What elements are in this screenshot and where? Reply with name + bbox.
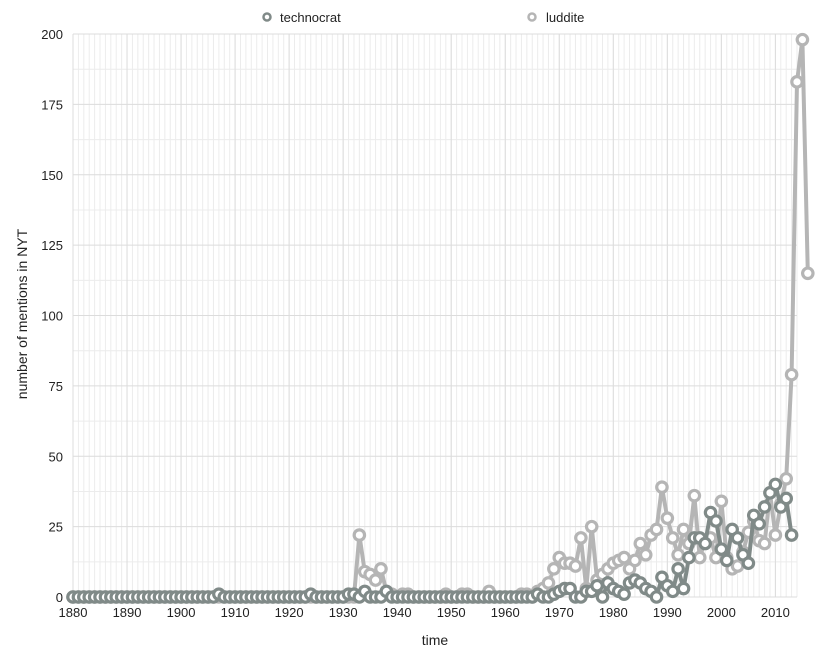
data-point-luddite xyxy=(790,75,804,89)
data-point-technocrat xyxy=(709,514,723,528)
x-tick-label: 2000 xyxy=(707,605,736,620)
x-tick-label: 1970 xyxy=(545,605,574,620)
x-tick-label: 1920 xyxy=(275,605,304,620)
y-tick-label: 125 xyxy=(41,238,63,253)
legend-label-technocrat: technocrat xyxy=(280,10,341,25)
data-point-technocrat xyxy=(730,531,745,545)
series-technocrat xyxy=(66,477,799,604)
data-point-luddite xyxy=(692,550,707,565)
data-point-luddite xyxy=(574,531,588,545)
data-point-luddite xyxy=(633,536,648,551)
data-point-luddite xyxy=(671,547,685,562)
y-tick-label: 175 xyxy=(41,97,63,112)
data-point-luddite xyxy=(628,553,642,568)
data-point-technocrat xyxy=(719,553,734,568)
y-tick-label: 75 xyxy=(49,379,63,394)
legend-label-luddite: luddite xyxy=(546,10,584,25)
series-layer xyxy=(66,32,815,604)
x-tick-label: 1950 xyxy=(437,605,466,620)
x-tick-label: 1990 xyxy=(653,605,682,620)
y-tick-label: 150 xyxy=(41,168,63,183)
x-tick-label: 1960 xyxy=(491,605,520,620)
data-point-technocrat xyxy=(698,536,712,551)
data-point-technocrat xyxy=(757,500,772,514)
data-point-luddite xyxy=(368,573,383,587)
y-tick-label: 0 xyxy=(56,590,63,605)
data-point-technocrat xyxy=(779,491,793,506)
data-point-technocrat xyxy=(714,542,729,556)
data-point-technocrat xyxy=(649,590,664,604)
data-point-luddite xyxy=(584,519,599,534)
data-point-technocrat xyxy=(676,581,691,596)
data-point-luddite xyxy=(638,547,653,562)
x-tick-label: 1910 xyxy=(221,605,250,620)
x-tick-label: 1980 xyxy=(599,605,628,620)
data-point-technocrat xyxy=(768,477,783,492)
y-tick-label: 50 xyxy=(49,449,63,464)
y-tick-label: 200 xyxy=(41,27,63,42)
data-point-technocrat xyxy=(665,584,680,599)
x-tick-label: 1900 xyxy=(167,605,196,620)
data-point-technocrat xyxy=(590,578,604,593)
data-point-luddite xyxy=(617,550,631,565)
data-point-luddite xyxy=(352,528,367,542)
data-point-luddite xyxy=(768,528,783,542)
data-point-luddite xyxy=(757,536,772,551)
data-point-luddite xyxy=(374,562,388,576)
data-point-luddite xyxy=(665,531,680,545)
y-axis-title: number of mentions in NYT xyxy=(14,228,30,399)
data-point-luddite xyxy=(714,494,729,509)
data-point-technocrat xyxy=(784,528,799,542)
data-point-luddite xyxy=(660,511,675,525)
x-tick-label: 1930 xyxy=(329,605,358,620)
data-point-luddite xyxy=(541,576,556,590)
major-gridlines xyxy=(72,33,797,598)
data-point-luddite xyxy=(779,471,793,486)
data-point-technocrat xyxy=(595,590,610,604)
x-axis-ticks: 1880 1890 1900 1910 1920 1930 1940 1950 1960 1970… xyxy=(59,605,790,620)
data-point-luddite xyxy=(568,559,583,573)
data-point-technocrat xyxy=(752,517,766,531)
x-tick-label: 1890 xyxy=(113,605,142,620)
data-point-technocrat xyxy=(617,587,631,601)
data-point-luddite xyxy=(547,562,561,576)
legend-marker-technocrat xyxy=(262,12,272,22)
y-axis-ticks: 0 25 50 75 100 125 150 175 200 xyxy=(41,27,63,605)
data-point-luddite xyxy=(795,32,810,47)
y-tick-label: 100 xyxy=(41,309,63,324)
legend: technocrat luddite xyxy=(262,10,584,25)
data-point-luddite xyxy=(676,522,691,537)
data-point-luddite xyxy=(801,266,815,281)
data-point-luddite xyxy=(730,559,745,573)
x-tick-label: 1880 xyxy=(59,605,88,620)
data-point-technocrat xyxy=(741,556,756,571)
y-tick-label: 25 xyxy=(49,520,63,535)
x-axis-title: time xyxy=(422,632,449,648)
data-point-luddite xyxy=(655,480,669,495)
data-point-technocrat xyxy=(671,562,685,576)
data-point-luddite xyxy=(649,522,664,537)
x-tick-label: 2010 xyxy=(761,605,790,620)
legend-marker-luddite xyxy=(527,12,537,22)
data-point-luddite xyxy=(687,488,702,503)
x-tick-label: 1940 xyxy=(383,605,412,620)
data-point-luddite xyxy=(784,367,799,382)
data-point-technocrat xyxy=(682,550,696,565)
